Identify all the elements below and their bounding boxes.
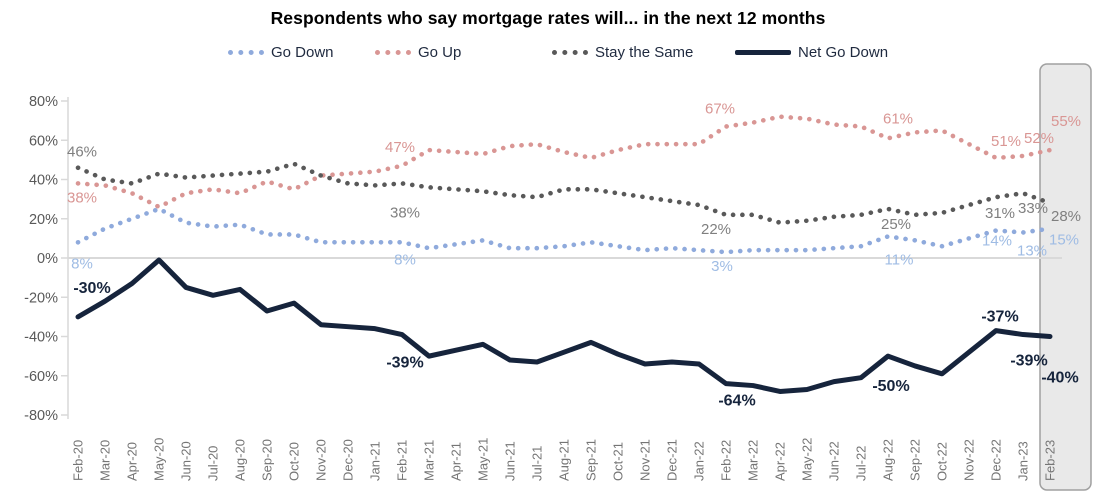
- legend-label-stay-the-same: Stay the Same: [595, 43, 694, 61]
- data-label-go-up: 52%: [1024, 130, 1054, 147]
- y-axis-tick-label: 20%: [29, 212, 58, 228]
- data-label-go-up: 61%: [883, 110, 913, 127]
- series-line-go-down: [75, 206, 1053, 255]
- legend-label-go-up: Go Up: [418, 43, 462, 61]
- data-label-go-up: 47%: [385, 139, 415, 156]
- x-axis-label: May-20: [152, 438, 167, 481]
- go-down-dotted-swatch-icon: [228, 49, 264, 55]
- data-label-net-go-down: -37%: [981, 309, 1018, 326]
- x-axis-label: Apr-20: [125, 442, 140, 481]
- x-axis-label: Jul-20: [206, 446, 221, 481]
- data-label-go-down: 8%: [394, 251, 416, 268]
- data-label-net-go-down: -30%: [73, 280, 110, 297]
- x-axis-label: Feb-22: [719, 440, 734, 481]
- data-label-go-down: 15%: [1049, 232, 1079, 249]
- y-axis-tick-label: -20%: [24, 290, 58, 306]
- chart-title: Respondents who say mortgage rates will.…: [270, 8, 826, 28]
- x-axis-label: Aug-22: [881, 439, 896, 481]
- x-axis-label: Aug-20: [233, 439, 248, 481]
- data-label-go-down: 13%: [1017, 242, 1047, 259]
- x-axis-label: Nov-22: [962, 439, 977, 481]
- series-line-stay-the-same: [75, 161, 1053, 225]
- go-up-dotted-swatch-icon: [375, 49, 411, 55]
- x-axis-label: Jul-21: [530, 446, 545, 481]
- x-axis-label: Apr-21: [449, 442, 464, 481]
- series-line-net-go-down: [75, 257, 1053, 394]
- legend-label-net-go-down: Net Go Down: [798, 43, 889, 61]
- x-axis-label: May-22: [800, 438, 815, 481]
- data-label-stay-the-same: 46%: [67, 144, 97, 161]
- x-axis-label: Jun-22: [827, 441, 842, 481]
- x-axis-label: Jun-20: [179, 441, 194, 481]
- data-label-stay-the-same: 28%: [1051, 208, 1081, 225]
- y-axis-tick-label: 0%: [37, 251, 58, 267]
- legend: Go Down Go Up Stay the Same Net Go Down: [0, 40, 1096, 64]
- y-axis-tick-label: 80%: [29, 94, 58, 110]
- data-label-go-down: 11%: [885, 251, 914, 268]
- x-axis-label: Jan-23: [1016, 441, 1031, 481]
- x-axis-label: Mar-22: [746, 440, 761, 481]
- data-label-stay-the-same: 22%: [701, 221, 731, 238]
- x-axis-label: Dec-20: [341, 439, 356, 481]
- y-axis-tick-label: 60%: [29, 133, 58, 149]
- data-label-go-down: 8%: [71, 255, 93, 272]
- legend-label-go-down: Go Down: [271, 43, 334, 61]
- data-label-go-down: 3%: [711, 258, 733, 275]
- x-axis-label: Feb-23: [1043, 440, 1058, 481]
- x-axis-label: Jan-22: [692, 441, 707, 481]
- x-axis-label: Dec-22: [989, 439, 1004, 481]
- data-label-stay-the-same: 25%: [881, 216, 911, 233]
- x-axis-label: Jul-22: [854, 446, 869, 481]
- legend-item-net-go-down: Net Go Down: [735, 40, 888, 64]
- data-label-go-up: 38%: [67, 189, 97, 206]
- data-label-net-go-down: -64%: [718, 393, 755, 410]
- x-axis-label: Mar-20: [98, 440, 113, 481]
- data-label-stay-the-same: 38%: [390, 204, 420, 221]
- data-label-stay-the-same: 31%: [985, 205, 1015, 222]
- x-axis-label: Oct-20: [287, 442, 302, 481]
- data-label-net-go-down: -39%: [1010, 353, 1047, 370]
- data-label-go-down: 14%: [982, 233, 1012, 250]
- data-label-net-go-down: -40%: [1041, 370, 1078, 387]
- legend-item-go-down: Go Down: [228, 40, 334, 64]
- x-axis-label: Sep-20: [260, 439, 275, 481]
- data-label-go-up: 51%: [991, 133, 1021, 150]
- x-axis-label: Feb-20: [71, 440, 86, 481]
- data-label-stay-the-same: 33%: [1018, 200, 1048, 217]
- data-label-net-go-down: -39%: [386, 355, 423, 372]
- x-axis-label: Sep-22: [908, 439, 923, 481]
- legend-item-stay-the-same: Stay the Same: [552, 40, 693, 64]
- current-month-highlight-band: [1039, 63, 1092, 491]
- x-axis-label: Mar-21: [422, 440, 437, 481]
- x-axis-label: Oct-21: [611, 442, 626, 481]
- x-axis-label: Oct-22: [935, 442, 950, 481]
- series-line-go-up: [75, 114, 1053, 210]
- x-axis-label: Nov-20: [314, 439, 329, 481]
- data-label-net-go-down: -50%: [872, 378, 909, 395]
- y-axis-tick-label: -60%: [24, 369, 58, 385]
- x-axis-label: Apr-22: [773, 442, 788, 481]
- y-axis-tick-label: -80%: [24, 408, 58, 424]
- y-axis-tick-label: 40%: [29, 173, 58, 189]
- stay-the-same-dotted-swatch-icon: [552, 49, 588, 55]
- x-axis-label: May-21: [476, 438, 491, 481]
- x-axis-label: Jun-21: [503, 441, 518, 481]
- data-label-go-up: 55%: [1051, 113, 1081, 130]
- data-label-go-up: 67%: [705, 101, 735, 118]
- x-axis-label: Aug-21: [557, 439, 572, 481]
- net-go-down-solid-swatch-icon: [735, 49, 791, 55]
- x-axis-label: Sep-21: [584, 439, 599, 481]
- x-axis-label: Nov-21: [638, 439, 653, 481]
- x-axis-label: Feb-21: [395, 440, 410, 481]
- legend-item-go-up: Go Up: [375, 40, 461, 64]
- x-axis-label: Jan-21: [368, 441, 383, 481]
- y-axis-tick-label: -40%: [24, 330, 58, 346]
- x-axis-label: Dec-21: [665, 439, 680, 481]
